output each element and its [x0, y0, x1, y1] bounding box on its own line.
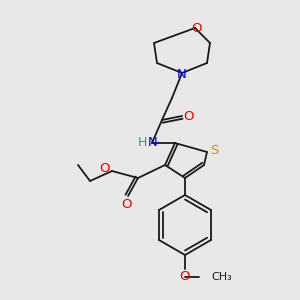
- Text: O: O: [121, 197, 131, 211]
- Text: N: N: [177, 68, 187, 80]
- Text: O: O: [184, 110, 194, 122]
- Text: CH₃: CH₃: [211, 272, 232, 282]
- Text: N: N: [148, 136, 158, 148]
- Text: O: O: [179, 271, 189, 284]
- Text: H: H: [137, 136, 147, 148]
- Text: S: S: [210, 143, 218, 157]
- Text: O: O: [100, 163, 110, 176]
- Text: O: O: [191, 22, 201, 34]
